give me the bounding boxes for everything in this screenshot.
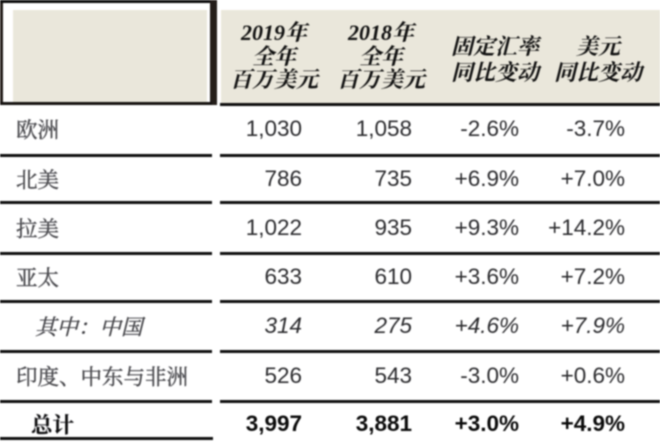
row-label: 北美 xyxy=(16,168,60,193)
value-2018: 3,881 xyxy=(355,411,412,437)
column-header-line: 2019年 xyxy=(240,20,307,46)
row-separator xyxy=(220,299,660,303)
value-usd-change: +7.9% xyxy=(560,313,625,339)
table-row-europe: 欧洲 1,030 1,058 -2.6% -3.7% xyxy=(0,107,660,151)
column-header-2018: 2018年 全年 百万美元 xyxy=(316,10,446,107)
column-header-line: 百万美元 xyxy=(229,67,318,93)
value-usd-change: +0.6% xyxy=(560,363,625,389)
column-header-line: 全年 xyxy=(358,43,403,69)
value-usd-change: +14.2% xyxy=(548,214,625,240)
row-separator xyxy=(220,251,660,255)
row-label: 欧洲 xyxy=(16,118,60,142)
row-separator xyxy=(220,153,660,157)
value-2018: 1,058 xyxy=(355,115,412,141)
row-separator xyxy=(220,201,660,204)
value-2018: 735 xyxy=(374,165,412,191)
row-separator xyxy=(220,399,660,403)
table-row-india-middle-east-africa: 印度、中东与非洲 526 543 -3.0% +0.6% xyxy=(0,353,660,400)
row-separator xyxy=(0,251,212,255)
value-usd-change: +4.9% xyxy=(560,411,625,437)
top-border-line xyxy=(0,0,214,3)
table-row-asia-pacific: 亚太 633 610 +3.6% +7.2% xyxy=(0,255,660,300)
bottom-border-line xyxy=(0,437,213,440)
column-header-line: 美元 xyxy=(575,34,620,59)
value-fx-change: +3.6% xyxy=(454,264,519,289)
value-2018: 275 xyxy=(374,313,412,339)
row-label: 印度、中东与非洲 xyxy=(16,365,189,390)
column-header-line: 百万美元 xyxy=(336,67,425,93)
header-divider-bar xyxy=(210,0,217,105)
value-2019: 786 xyxy=(264,165,302,191)
value-2019: 1,030 xyxy=(245,115,302,141)
column-header-line: 同比变动 xyxy=(553,59,642,85)
value-usd-change: -3.7% xyxy=(566,115,625,141)
value-usd-change: +7.2% xyxy=(560,264,625,289)
column-header-line: 固定汇率 xyxy=(450,34,539,59)
row-label: 其中：中国 xyxy=(35,315,143,340)
value-fx-change: -3.0% xyxy=(460,363,519,389)
header-corner-cell xyxy=(13,10,207,103)
value-fx-change: +3.0% xyxy=(454,411,519,437)
row-separator xyxy=(0,299,212,303)
row-label: 总计 xyxy=(31,413,75,438)
column-header-fx-change: 固定汇率 同比变动 xyxy=(430,10,560,106)
value-usd-change: +7.0% xyxy=(560,165,625,191)
value-fx-change: +9.3% xyxy=(454,214,519,240)
value-2019: 526 xyxy=(264,363,302,389)
column-header-2019: 2019年 全年 百万美元 xyxy=(209,10,339,107)
value-2019: 314 xyxy=(264,313,302,339)
value-fx-change: +4.6% xyxy=(454,313,519,339)
row-label: 亚太 xyxy=(16,266,60,291)
row-separator xyxy=(0,201,212,204)
row-label: 拉美 xyxy=(16,217,60,242)
left-border-bar xyxy=(0,3,3,105)
header-background xyxy=(221,10,660,103)
column-header-usd-change: 美元 同比变动 xyxy=(533,10,660,106)
column-header-line: 同比变动 xyxy=(450,59,539,85)
value-2019: 3,997 xyxy=(245,411,302,437)
column-header-line: 2018年 xyxy=(347,20,414,46)
value-fx-change: +6.9% xyxy=(454,165,519,191)
row-separator xyxy=(220,350,660,353)
header-underline-left xyxy=(0,102,212,105)
value-2018: 935 xyxy=(374,214,412,240)
table-row-north-america: 北美 786 735 +6.9% +7.0% xyxy=(0,157,660,202)
value-2018: 543 xyxy=(374,363,412,389)
row-separator xyxy=(0,153,212,157)
row-separator xyxy=(0,399,212,403)
value-2019: 633 xyxy=(264,264,302,289)
header-underline-right xyxy=(220,103,660,106)
value-2018: 610 xyxy=(374,264,412,289)
table-row-total: 总计 3,997 3,881 +3.0% +4.9% xyxy=(0,403,660,443)
table-row-latin-america: 拉美 1,022 935 +9.3% +14.2% xyxy=(0,204,660,252)
value-fx-change: -2.6% xyxy=(460,115,519,141)
table-row-china: 其中：中国 314 275 +4.6% +7.9% xyxy=(0,303,660,351)
value-2019: 1,022 xyxy=(245,214,302,240)
row-separator xyxy=(0,350,212,353)
column-header-line: 全年 xyxy=(251,43,296,69)
